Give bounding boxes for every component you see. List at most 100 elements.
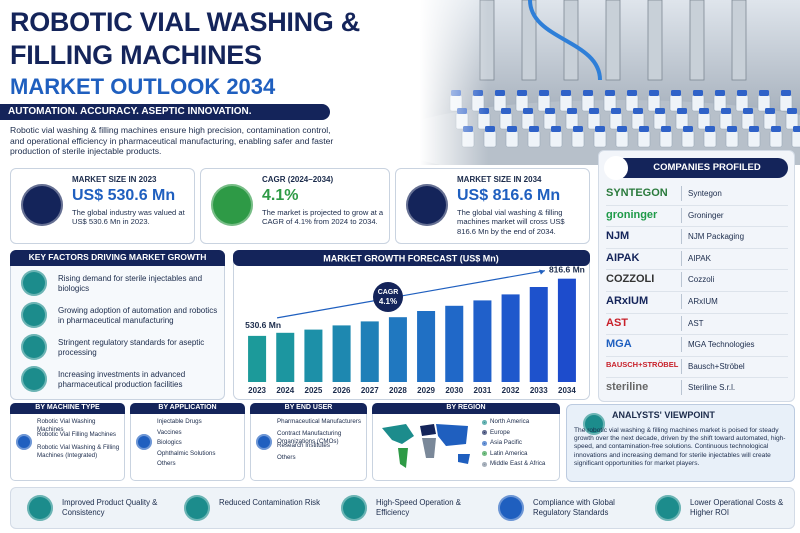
company-logo: SYNTEGON: [606, 187, 668, 199]
bar: [332, 325, 351, 382]
factor-icon: [21, 270, 47, 296]
title: FILLING MACHINES: [10, 40, 262, 70]
map-region: [458, 454, 470, 464]
company-divider: [681, 250, 682, 266]
bar: [276, 332, 295, 382]
companies-header: [606, 158, 788, 178]
analysts-icon: [583, 413, 605, 435]
factors-title: KEY FACTORS DRIVING MARKET GROWTH: [28, 252, 207, 262]
value-label: 816.6 Mn: [549, 265, 585, 275]
company-divider: [681, 229, 682, 245]
benefit-icon: [341, 495, 367, 521]
segment-header: [250, 403, 367, 414]
stat-label: MARKET SIZE IN 2023: [72, 175, 157, 184]
benefit-text: Reduced Contamination Risk: [219, 498, 320, 507]
subtitle: MARKET OUTLOOK 2034: [10, 74, 276, 99]
arrow-head: [538, 269, 545, 275]
x-tick-label: 2026: [333, 386, 351, 395]
segment-item: Robotic Vial Filling Machines: [37, 431, 116, 438]
stat-text: The market is projected to grow at a CAG…: [262, 208, 384, 227]
company-name: Groninger: [688, 210, 724, 220]
legend-label: North America: [490, 418, 530, 425]
stat-icon: [21, 184, 63, 226]
company-logo: groninger: [606, 208, 658, 221]
bar: [473, 300, 492, 382]
tagline: AUTOMATION. ACCURACY. ASEPTIC INNOVATION…: [8, 106, 252, 117]
company-divider: [681, 315, 682, 331]
legend-dot: [481, 461, 487, 467]
map-region: [420, 424, 436, 436]
benefit-text: High-Speed Operation & Efficiency: [376, 498, 461, 517]
legend-dot: [481, 451, 487, 456]
company-name: MGA Technologies: [688, 340, 755, 350]
company-name: Syntegon: [688, 189, 722, 198]
stat-label: MARKET SIZE IN 2034: [457, 175, 542, 184]
company-logo: AIPAK: [606, 251, 640, 264]
segment-title: BY REGION: [446, 404, 486, 411]
companies-icon: [604, 156, 628, 180]
benefit-text: Compliance with Global Regulatory Standa…: [533, 498, 615, 517]
chart-header: [233, 250, 590, 266]
x-tick-label: 2033: [530, 386, 548, 395]
company-name: NJM Packaging: [688, 232, 745, 242]
companies-panel: [598, 150, 795, 402]
company-name: Bausch+Ströbel: [688, 361, 745, 371]
map-region: [436, 424, 468, 446]
x-tick-label: 2032: [502, 386, 520, 395]
x-tick-label: 2025: [305, 386, 323, 395]
row-divider: [606, 204, 788, 206]
x-tick-label: 2024: [276, 386, 294, 395]
bar: [557, 278, 576, 382]
legend-label: Middle East & Africa: [490, 460, 546, 467]
factor-text: Rising demand for sterile injectables an…: [58, 274, 203, 293]
segment-icon: [136, 434, 152, 450]
bar: [417, 311, 436, 382]
segment-item: Robotic Vial Washing Machines: [37, 418, 96, 433]
map-region: [398, 448, 408, 468]
legend-dot: [481, 430, 487, 435]
x-tick-label: 2031: [474, 386, 492, 395]
row-divider: [606, 269, 788, 271]
map-region: [422, 438, 436, 458]
company-name: Steriline S.r.l.: [688, 383, 736, 393]
segment-item: Pharmaceutical Manufacturers: [277, 418, 361, 425]
segment-header: [10, 403, 125, 414]
segment-title: BY APPLICATION: [158, 404, 217, 411]
bar: [304, 329, 323, 382]
stat-value: US$ 816.6 Mn: [457, 187, 561, 204]
companies-title: COMPANIES PROFILED: [653, 162, 761, 173]
company-logo: BAUSCH+STRÖBEL: [606, 359, 679, 369]
legend-label: Asia Pacific: [490, 439, 522, 446]
analysts-text: The robotic vial washing & filling machi…: [574, 427, 786, 467]
stat-icon: [211, 184, 253, 226]
company-logo: AST: [606, 316, 628, 329]
segment-item: Biologics: [157, 439, 182, 446]
benefit-text: Lower Operational Costs & Higher ROI: [690, 498, 784, 517]
company-divider: [681, 358, 682, 374]
stat-text: The global vial washing & filling machin…: [457, 208, 565, 236]
bar: [529, 287, 548, 382]
company-divider: [681, 337, 682, 353]
intro: Robotic vial washing & filling machines …: [10, 125, 334, 157]
company-logo: COZZOLI: [606, 273, 655, 286]
trend-arrow: [276, 270, 546, 319]
company-logo: ARxIUM: [606, 295, 649, 307]
factor-icon: [21, 334, 47, 360]
segment-item: Contract Manufacturing Organizations (CM…: [277, 430, 342, 445]
map-region: [382, 424, 414, 444]
segment-icon: [16, 434, 32, 450]
company-logo: NJM: [606, 230, 630, 243]
bar: [445, 305, 464, 382]
bar: [360, 321, 379, 382]
segment-item: Injectable Drugs: [157, 418, 202, 425]
legend-label: Latin America: [490, 449, 528, 457]
benefit-icon: [184, 495, 210, 521]
company-logo: steriline: [606, 381, 649, 394]
cagr-bubble: [373, 282, 403, 312]
benefit-icon: [27, 495, 53, 521]
segment-item: Others: [277, 454, 296, 461]
row-divider: [606, 334, 788, 336]
company-logo: MGA: [606, 338, 632, 351]
row-divider: [606, 312, 788, 314]
